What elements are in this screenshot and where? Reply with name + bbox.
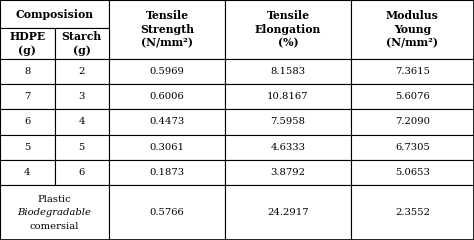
Bar [225,135,351,160]
Text: 7.2090: 7.2090 [395,118,430,126]
Bar [351,135,474,160]
Bar [0,84,55,109]
Text: 4: 4 [24,168,30,177]
Text: 24.2917: 24.2917 [267,208,309,217]
Bar [0,160,55,185]
Bar [55,109,109,135]
Bar [109,185,225,240]
Text: 5.6076: 5.6076 [395,92,430,101]
Text: 3: 3 [79,92,85,101]
Bar [225,0,351,59]
Text: 5.0653: 5.0653 [395,168,430,177]
Text: 5: 5 [79,143,85,152]
Bar [351,59,474,84]
Bar [109,109,225,135]
Text: Starch
(g): Starch (g) [62,31,102,56]
Bar [225,59,351,84]
Bar [109,0,225,59]
Text: 8.1583: 8.1583 [270,67,306,76]
Bar [0,59,55,84]
Text: 2.3552: 2.3552 [395,208,430,217]
Text: 2: 2 [79,67,85,76]
Bar [225,109,351,135]
Text: Tensile
Strength
(N/mm²): Tensile Strength (N/mm²) [140,10,194,48]
Bar [109,135,225,160]
Bar [0,28,55,59]
Text: 0.1873: 0.1873 [149,168,185,177]
Bar [0,185,109,240]
Text: 4: 4 [79,118,85,126]
Bar [351,109,474,135]
Bar [109,160,225,185]
Bar [55,28,109,59]
Text: 8: 8 [24,67,30,76]
Text: 0.6006: 0.6006 [150,92,184,101]
Bar [0,0,109,28]
Text: 7.5958: 7.5958 [271,118,305,126]
Text: Biodegradable: Biodegradable [18,208,91,217]
Text: comersial: comersial [30,222,79,231]
Text: 0.5766: 0.5766 [150,208,184,217]
Bar [55,135,109,160]
Bar [225,160,351,185]
Text: 5: 5 [24,143,30,152]
Text: 0.5969: 0.5969 [150,67,184,76]
Bar [109,59,225,84]
Text: Plastic: Plastic [37,194,72,204]
Bar [225,185,351,240]
Bar [55,160,109,185]
Bar [351,84,474,109]
Text: 10.8167: 10.8167 [267,92,309,101]
Bar [351,0,474,59]
Bar [351,185,474,240]
Text: HDPE
(g): HDPE (g) [9,31,46,56]
Text: Tensile
Elongation
(%): Tensile Elongation (%) [255,10,321,48]
Text: 6.7305: 6.7305 [395,143,430,152]
Text: 7: 7 [24,92,30,101]
Text: 4.6333: 4.6333 [271,143,305,152]
Bar [109,84,225,109]
Text: Composision: Composision [16,8,93,19]
Bar [55,59,109,84]
Text: 6: 6 [24,118,30,126]
Text: 7.3615: 7.3615 [395,67,430,76]
Bar [0,135,55,160]
Bar [55,84,109,109]
Text: Modulus
Young
(N/mm²): Modulus Young (N/mm²) [386,10,439,48]
Bar [351,160,474,185]
Text: 0.3061: 0.3061 [150,143,184,152]
Bar [0,109,55,135]
Text: 0.4473: 0.4473 [149,118,185,126]
Bar [225,84,351,109]
Text: 6: 6 [79,168,85,177]
Text: 3.8792: 3.8792 [271,168,305,177]
